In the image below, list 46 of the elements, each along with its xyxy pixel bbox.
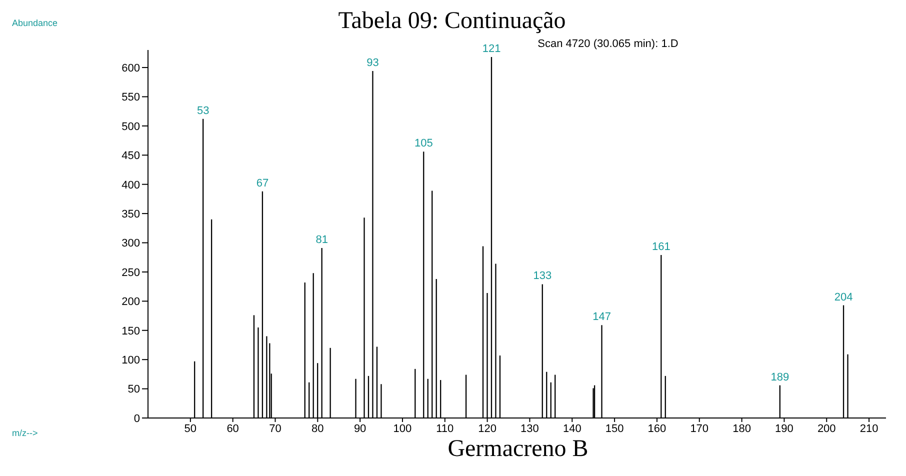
x-tick-label: 110 (436, 422, 454, 435)
x-tick-label: 150 (605, 422, 624, 435)
x-tick-label: 120 (478, 422, 496, 435)
annotation: 67 (256, 177, 269, 190)
x-tick-label: 100 (393, 422, 412, 435)
annotation: 93 (366, 57, 379, 70)
y-tick-label: 0 (134, 412, 140, 425)
x-tick-label: 160 (648, 422, 666, 435)
y-tick-label: 150 (122, 325, 140, 338)
y-tick-label: 550 (122, 92, 140, 104)
y-tick-label: 600 (122, 62, 140, 74)
y-tick-label: 500 (122, 120, 140, 133)
x-tick-label: 210 (860, 422, 878, 435)
x-tick-label: 140 (562, 422, 582, 435)
y-tick-label: 400 (122, 179, 140, 192)
x-tick-label: 70 (269, 422, 282, 435)
annotation: 133 (533, 270, 552, 282)
annotation: 81 (316, 234, 328, 246)
y-tick-label: 250 (122, 266, 140, 279)
x-tick-label: 170 (690, 422, 709, 435)
x-tick-label: 80 (312, 422, 324, 435)
y-tick-label: 200 (122, 296, 140, 308)
x-tick-label: 60 (226, 422, 239, 435)
text: Abundance (12, 18, 58, 28)
annotation: 204 (834, 291, 853, 304)
x-tick-label: 130 (520, 422, 539, 435)
x-tick-label: 200 (817, 422, 836, 435)
x-tick-label: 180 (732, 422, 751, 435)
x-tick-label: 190 (775, 422, 794, 435)
annotation: 121 (482, 43, 501, 56)
annotation: 147 (592, 311, 612, 324)
y-tick-label: 50 (128, 384, 140, 396)
y-tick-label: 450 (122, 150, 140, 162)
annotation: 105 (414, 138, 433, 150)
y-tick-label: 350 (122, 208, 140, 220)
annotation: 161 (652, 241, 670, 254)
x-tick-label: 50 (184, 422, 197, 435)
text: m/z--> (12, 428, 38, 438)
chart-title: Tabela 09: Continuação (338, 8, 566, 34)
annotation: 53 (197, 104, 210, 117)
chart-subtitle: Scan 4720 (30.065 min): 1.D (538, 38, 678, 50)
y-tick-label: 300 (122, 238, 140, 250)
annotation: 189 (770, 371, 790, 384)
y-tick-label: 100 (122, 354, 140, 366)
text: Germacreno B (446, 436, 590, 463)
x-tick-label: 90 (354, 422, 366, 435)
